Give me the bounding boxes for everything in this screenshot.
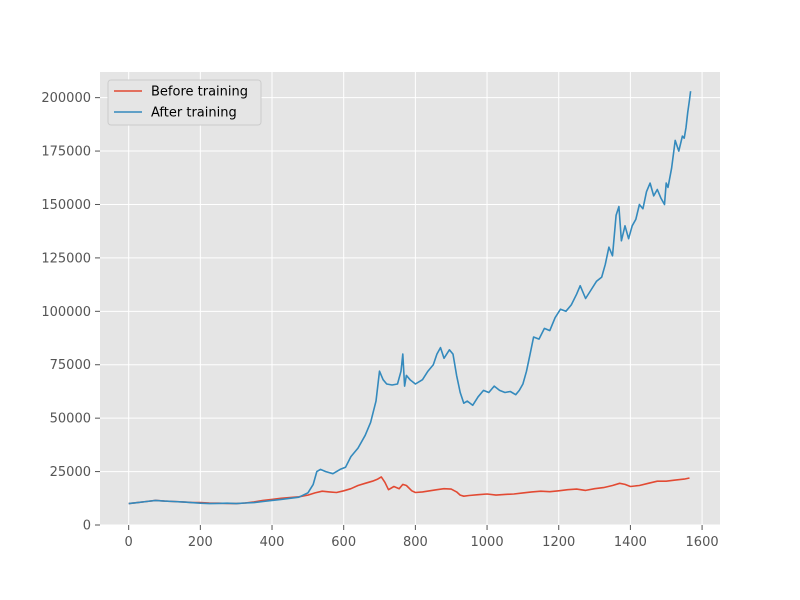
y-tick-label: 175000 <box>41 145 91 160</box>
y-tick-label: 200000 <box>41 91 91 106</box>
x-tick-label: 800 <box>403 535 428 550</box>
y-tick-label: 50000 <box>50 412 91 427</box>
x-tick-label: 1400 <box>614 535 647 550</box>
y-tick-label: 75000 <box>50 358 91 373</box>
legend-box <box>107 79 262 126</box>
legend: Before training After training <box>107 79 262 126</box>
x-tick-label: 1200 <box>542 535 575 550</box>
plot-area <box>100 72 720 525</box>
grid <box>100 72 720 526</box>
x-tick-label: 200 <box>188 535 213 550</box>
series-layer <box>128 91 692 505</box>
x-tick-label: 600 <box>331 535 356 550</box>
y-tick-label: 100000 <box>41 305 91 320</box>
x-tick-label: 0 <box>125 535 133 550</box>
y-tick-label: 125000 <box>41 251 91 266</box>
x-tick-label: 1600 <box>686 535 719 550</box>
y-axis: 0 25000 50000 75000 100000 125000 150000 175000… <box>41 91 100 534</box>
y-tick-label: 0 <box>83 519 91 534</box>
y-tick-label: 25000 <box>50 465 91 480</box>
legend-label: After training <box>151 106 237 121</box>
series-line-after-training <box>128 91 692 505</box>
x-axis: 0 200 400 600 800 1000 1200 1400 1600 <box>125 525 719 550</box>
y-tick-label: 150000 <box>41 198 91 213</box>
x-tick-label: 1000 <box>471 535 504 550</box>
x-tick-label: 400 <box>260 535 285 550</box>
legend-label: Before training <box>151 85 248 100</box>
